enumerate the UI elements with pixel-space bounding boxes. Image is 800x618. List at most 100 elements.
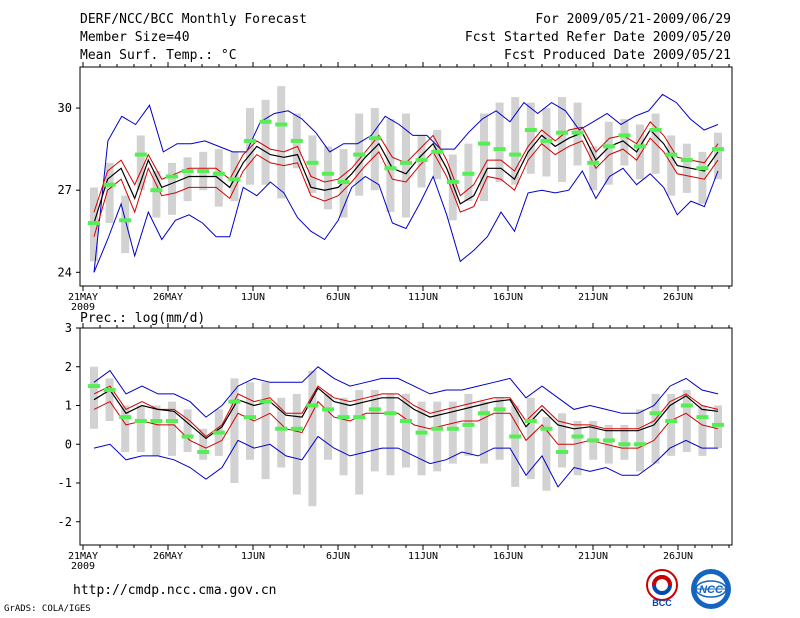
forecast-range: For 2009/05/21-2009/06/29	[535, 12, 731, 27]
temperature-x-tick-label: 16JUN	[493, 292, 523, 303]
temperature-spread-box	[589, 146, 598, 191]
temperature-spread-box	[214, 149, 223, 207]
temperature-observed-mark	[680, 158, 693, 163]
temperature-spread-box	[402, 113, 410, 218]
precipitation-observed-mark	[290, 426, 303, 431]
precipitation-series-mean	[93, 387, 719, 440]
temperature-observed-mark	[368, 136, 381, 141]
temperature-spread-box	[636, 124, 644, 180]
precipitation-observed-mark	[88, 384, 100, 389]
temperature-x-tick-label: 26MAY	[153, 292, 183, 303]
temperature-observed-mark	[571, 130, 584, 135]
precipitation-x-tick-label: 6JUN	[326, 551, 350, 562]
precipitation-spread-box	[277, 397, 286, 468]
temperature-x-tick-label: 6JUN	[326, 292, 350, 303]
temperature-observed-mark	[493, 147, 506, 152]
temperature-observed-mark	[649, 127, 662, 132]
temperature-observed-mark	[478, 141, 490, 146]
ncc-logo: NCC	[691, 569, 731, 609]
precipitation-y-tick-label: 3	[65, 321, 72, 335]
temperature-observed-mark	[602, 144, 615, 149]
precipitation-observed-mark	[493, 407, 506, 412]
precipitation-observed-mark	[618, 442, 631, 447]
temperature-observed-mark	[275, 122, 288, 127]
temperature-y-tick-label: 30	[58, 101, 72, 115]
temperature-x-tick-label: 11JUN	[408, 292, 438, 303]
precipitation-observed-mark	[665, 419, 678, 423]
precipitation-observed-mark	[353, 415, 366, 420]
precipitation-observed-mark	[680, 403, 693, 408]
temperature-spread-box	[698, 151, 707, 204]
precipitation-observed-mark	[602, 438, 615, 443]
precipitation-spread-box	[230, 378, 239, 483]
precipitation-spread-box	[667, 393, 676, 456]
precipitation-spread-box	[651, 393, 660, 464]
precipitation-spread-box	[417, 401, 426, 476]
precipitation-observed-mark	[275, 426, 288, 431]
temperature-spread-box	[495, 102, 504, 182]
precipitation-spread-box	[370, 390, 379, 472]
precipitation-spread-box	[105, 378, 114, 421]
temperature-observed-mark	[103, 182, 116, 187]
temperature-spread-box	[526, 102, 535, 174]
precipitation-y-tick-label: 2	[65, 360, 72, 374]
temperature-spread-box	[168, 162, 176, 215]
precipitation-spread-box	[682, 390, 691, 452]
temperature-observed-mark	[462, 171, 475, 176]
precipitation-y-tick-label: -2	[58, 515, 72, 529]
temperature-observed-mark	[290, 138, 303, 143]
temperature-y-tick-label: 24	[58, 265, 72, 279]
precipitation-observed-mark	[400, 419, 412, 423]
temperature-spread-box	[230, 151, 239, 202]
precipitation-x-tick-label: 1JUN	[241, 551, 265, 562]
temperature-observed-mark	[446, 179, 459, 184]
precipitation-spread-box	[339, 397, 348, 476]
precipitation-x-tick-label: 11JUN	[408, 551, 438, 562]
temperature-spread-box	[511, 97, 520, 185]
temperature-series-min	[93, 167, 719, 273]
chart-title: DERF/NCC/BCC Monthly Forecast	[80, 12, 307, 27]
temperature-series-lower	[93, 137, 719, 237]
temperature-observed-mark	[337, 179, 350, 184]
precipitation-observed-mark	[150, 419, 163, 423]
temperature-observed-mark	[384, 166, 397, 171]
precipitation-spread-box	[292, 393, 301, 495]
precipitation-spread-box	[526, 397, 535, 480]
precipitation-spread-box	[495, 397, 504, 460]
precipitation-observed-mark	[259, 399, 272, 404]
temperature-x-tick-label: 1JUN	[241, 292, 265, 303]
precipitation-observed-mark	[337, 415, 350, 420]
temperature-observed-mark	[618, 133, 631, 138]
precipitation-observed-mark	[119, 415, 132, 420]
temperature-observed-mark	[415, 158, 428, 163]
precipitation-observed-mark	[431, 426, 444, 431]
temperature-observed-mark	[524, 127, 537, 132]
temperature-observed-mark	[634, 144, 646, 149]
temperature-series-max	[93, 93, 719, 273]
temperature-observed-mark	[259, 119, 272, 124]
precipitation-spread-box	[698, 405, 707, 456]
precipitation-spread-box	[261, 382, 270, 480]
temperature-spread-box	[370, 108, 379, 191]
temperature-observed-mark	[322, 171, 334, 176]
precipitation-observed-mark	[103, 388, 116, 392]
temperature-observed-mark	[509, 152, 522, 157]
precipitation-observed-mark	[306, 403, 319, 408]
temperature-observed-mark	[88, 221, 100, 226]
temperature-observed-mark	[134, 152, 147, 157]
precipitation-observed-mark	[244, 415, 256, 420]
temperature-spread-box	[136, 135, 145, 191]
temperature-observed-mark	[400, 160, 412, 165]
footer-url[interactable]: http://cmdp.ncc.cma.gov.cn	[73, 583, 277, 598]
precipitation-spread-box	[542, 417, 551, 491]
precipitation-y-tick-label: -1	[58, 476, 72, 490]
precipitation-observed-mark	[649, 411, 662, 416]
temperature-observed-mark	[181, 169, 194, 174]
precipitation-observed-mark	[212, 430, 225, 435]
temperature-x-tick-label: 21JUN	[578, 292, 608, 303]
precipitation-spread-box	[604, 424, 613, 464]
precipitation-observed-mark	[712, 422, 724, 427]
temperature-spread-box	[152, 171, 161, 218]
precipitation-observed-mark	[181, 434, 194, 439]
precipitation-observed-mark	[134, 419, 147, 423]
